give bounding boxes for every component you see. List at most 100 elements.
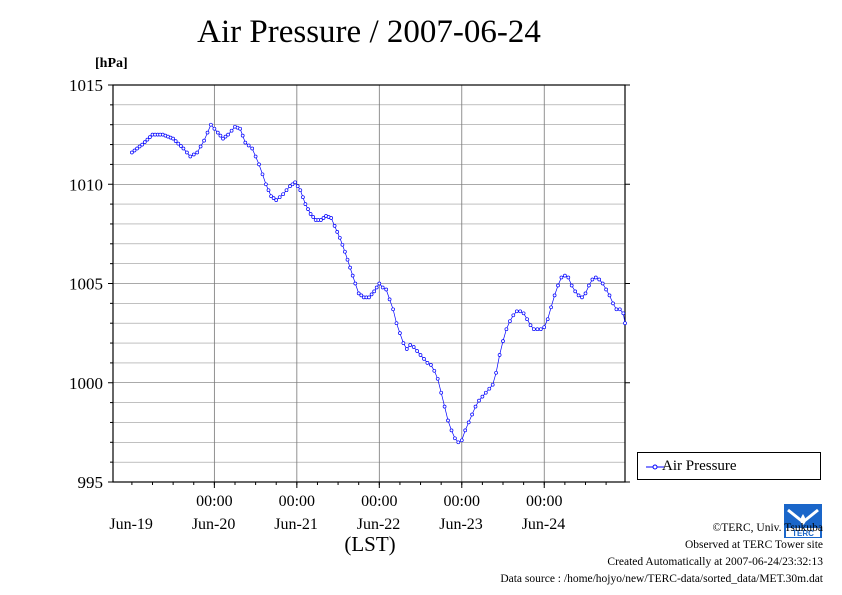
data-point [404,347,409,351]
svg-text:TERC: TERC [792,529,814,538]
data-point [266,188,271,193]
x-tick-date-label: Jun-24 [522,516,566,533]
series-layer [130,122,627,445]
data-point [583,291,588,296]
x-tick-time-label: 00:00 [279,493,315,510]
data-point [148,135,152,139]
data-point [511,313,516,318]
data-point [425,361,430,365]
chart-title: Air Pressure / 2007-06-24 [197,14,541,50]
data-point [209,122,213,127]
data-point [432,368,437,373]
data-point [306,207,310,211]
data-point [311,215,316,219]
data-point [504,327,509,332]
data-point [597,277,602,282]
data-point [580,295,584,300]
data-point [269,194,273,199]
y-tick-label: 1005 [69,275,103,294]
data-point [223,134,228,139]
data-point [394,321,399,326]
data-point [446,418,450,423]
y-tick-label: 1015 [69,76,103,95]
data-point [473,404,478,409]
data-point [614,307,619,312]
data-point [221,136,225,141]
data-point [377,281,382,286]
data-point [415,349,419,353]
data-point [483,390,488,395]
data-point [202,138,206,143]
data-point [566,275,571,280]
data-point [290,182,295,187]
data-point [332,224,337,228]
data-point [617,307,622,312]
data-point [487,386,492,391]
data-point [264,182,268,187]
data-point [319,218,323,222]
data-point [391,307,395,312]
data-point [301,195,305,200]
data-point [132,148,137,153]
data-point [466,420,471,425]
data-point [449,428,454,433]
data-point [288,184,292,189]
y-tick-label: 1010 [69,175,103,194]
data-point [470,412,474,417]
data-point [439,390,444,395]
data-point [246,143,251,148]
data-point [518,309,523,314]
legend-label: Air Pressure [662,458,737,474]
data-point [573,289,578,294]
data-point [621,311,626,316]
data-point [429,363,433,367]
credit-org: ©TERC, Univ. Tsukuba [712,522,823,534]
grid-layer [113,85,625,482]
data-point [408,343,413,347]
data-point [556,283,560,288]
y-tick-label: 995 [78,473,104,492]
data-point [380,285,385,290]
data-point [569,283,574,288]
data-point [240,133,245,138]
data-point [559,275,564,280]
data-point [501,339,505,343]
data-point [295,184,300,189]
data-point [257,162,261,167]
data-point [508,319,512,324]
data-point [411,345,416,349]
data-point [528,323,533,328]
data-point [604,287,608,292]
data-point [477,398,481,403]
data-point [176,141,181,146]
credit-created: Created Automatically at 2007-06-24/23:3… [607,556,823,568]
data-point [218,133,223,138]
data-point [215,130,220,135]
data-point [401,341,406,345]
x-tick-date-label: Jun-21 [274,516,318,533]
data-point [369,292,374,297]
data-point [456,440,461,445]
legend: Air Pressure [637,452,821,480]
credit-site: Observed at TERC Tower site [684,539,823,551]
data-point [350,273,355,278]
data-point [142,140,147,144]
data-point [191,152,196,157]
data-point [607,293,612,298]
data-point [453,436,457,441]
data-point [538,327,543,332]
data-point [250,146,255,151]
data-point [321,216,326,220]
data-point [277,195,282,200]
data-point [303,202,308,206]
data-point [195,150,200,155]
data-point [359,293,364,298]
data-point [145,137,150,142]
data-point [494,370,498,375]
data-point [281,192,285,197]
data-point [348,265,352,270]
data-point [587,283,591,288]
y-axis-unit-label: [hPa] [95,56,128,71]
data-point [490,382,495,387]
data-point [298,188,303,193]
